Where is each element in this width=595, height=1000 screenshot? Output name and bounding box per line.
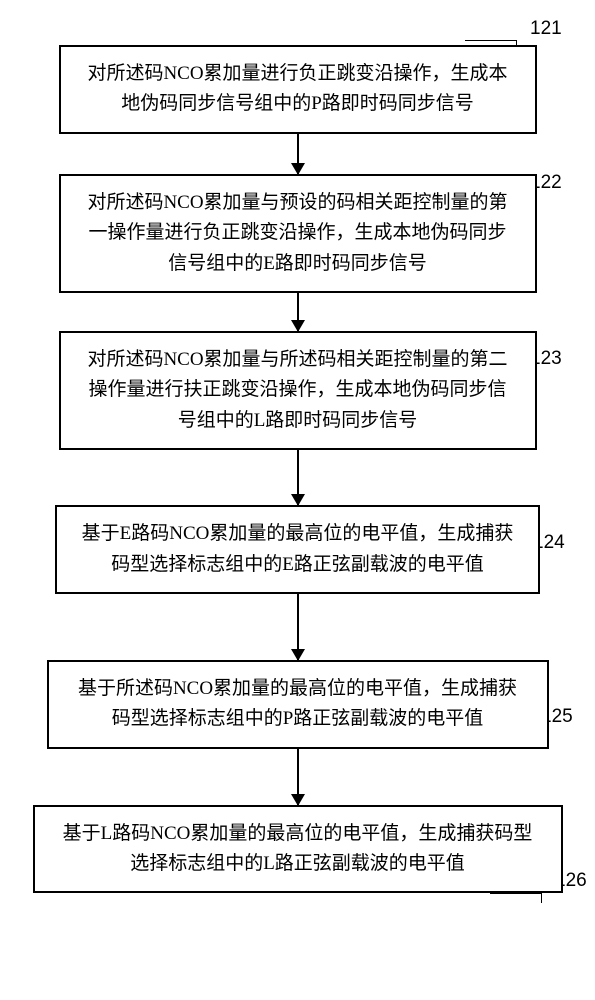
arrow-2	[297, 293, 299, 331]
flow-text-123: 对所述码NCO累加量与所述码相关距控制量的第二操作量进行扶正跳变沿操作，生成本地…	[87, 349, 507, 431]
flow-text-125: 基于所述码NCO累加量的最高位的电平值，生成捕获码型选择标志组中的P路正弦副载波…	[78, 678, 517, 729]
flow-text-121: 对所述码NCO累加量进行负正跳变沿操作，生成本地伪码同步信号组中的P路即时码同步…	[87, 63, 507, 114]
flow-box-126: 基于L路码NCO累加量的最高位的电平值，生成捕获码型选择标志组中的L路正弦副载波…	[33, 805, 563, 894]
flow-box-124: 基于E路码NCO累加量的最高位的电平值，生成捕获码型选择标志组中的E路正弦副载波…	[55, 505, 540, 594]
flow-box-121: 对所述码NCO累加量进行负正跳变沿操作，生成本地伪码同步信号组中的P路即时码同步…	[59, 45, 537, 134]
flow-box-122: 对所述码NCO累加量与预设的码相关距控制量的第一操作量进行负正跳变沿操作，生成本…	[59, 174, 537, 293]
arrow-3	[297, 450, 299, 505]
flow-box-123: 对所述码NCO累加量与所述码相关距控制量的第二操作量进行扶正跳变沿操作，生成本地…	[59, 331, 537, 450]
flow-box-125: 基于所述码NCO累加量的最高位的电平值，生成捕获码型选择标志组中的P路正弦副载波…	[47, 660, 549, 749]
callout-126	[490, 893, 542, 903]
arrow-1	[297, 134, 299, 174]
arrow-5	[297, 749, 299, 805]
flow-text-124: 基于E路码NCO累加量的最高位的电平值，生成捕获码型选择标志组中的E路正弦副载波…	[82, 523, 514, 574]
arrow-4	[297, 594, 299, 660]
flow-text-122: 对所述码NCO累加量与预设的码相关距控制量的第一操作量进行负正跳变沿操作，生成本…	[87, 192, 507, 274]
flow-text-126: 基于L路码NCO累加量的最高位的电平值，生成捕获码型选择标志组中的L路正弦副载波…	[63, 823, 533, 874]
flowchart-container: 121 对所述码NCO累加量进行负正跳变沿操作，生成本地伪码同步信号组中的P路即…	[0, 0, 595, 893]
label-121: 121	[530, 18, 562, 40]
